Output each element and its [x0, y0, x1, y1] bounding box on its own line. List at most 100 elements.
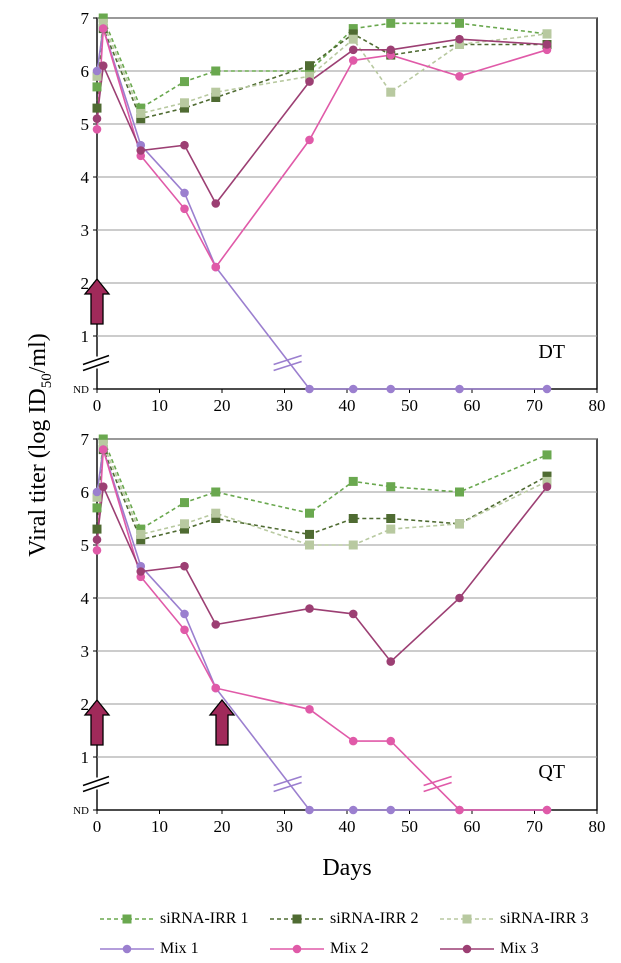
data-point	[386, 657, 396, 666]
data-point	[305, 604, 314, 613]
y-tick-label: 6	[81, 62, 90, 81]
y-tick-label: 4	[81, 168, 90, 187]
legend-swatch	[440, 914, 494, 924]
y-tick-label: 1	[81, 748, 90, 767]
data-point	[136, 108, 146, 118]
x-tick-label: 70	[526, 396, 543, 415]
axis-break-mark	[82, 781, 110, 793]
treatment-arrow-icon	[208, 698, 236, 746]
y-tick-label: 7	[81, 430, 90, 449]
data-point	[386, 736, 396, 746]
data-point	[542, 450, 552, 460]
legend-swatch	[270, 914, 324, 924]
x-tick-label: 40	[339, 817, 356, 836]
data-point	[92, 492, 102, 502]
data-point	[92, 535, 102, 544]
data-point	[98, 24, 108, 33]
series-line	[96, 20, 548, 115]
data-point	[211, 620, 221, 629]
legend-item: Mix 2	[270, 938, 369, 960]
data-point	[348, 736, 358, 746]
data-point	[98, 482, 108, 492]
x-tick-label: 50	[401, 817, 418, 836]
data-point	[542, 471, 552, 481]
y-axis-label-main: Viral titer (log ID	[25, 388, 51, 557]
legend-swatch	[440, 944, 494, 954]
data-point	[542, 476, 552, 486]
data-point	[180, 140, 189, 150]
series-line	[96, 28, 547, 120]
data-point	[136, 567, 146, 576]
data-point	[180, 625, 189, 635]
plot-border	[96, 17, 598, 390]
legend-swatch	[270, 944, 324, 954]
data-point	[348, 24, 358, 34]
data-point	[455, 34, 464, 44]
data-point	[98, 61, 108, 70]
series-line	[96, 28, 547, 390]
data-point	[305, 805, 314, 815]
data-point	[386, 482, 396, 492]
legend-swatch	[100, 914, 154, 924]
axis-break-mark	[82, 775, 110, 787]
y-tick-label: 3	[81, 642, 90, 661]
data-point	[211, 66, 221, 76]
data-point	[211, 199, 221, 208]
data-point	[136, 535, 146, 545]
data-point	[180, 77, 189, 87]
data-point	[136, 103, 146, 113]
series-break-mark	[423, 775, 452, 787]
y-axis-label-tail: /ml)	[25, 333, 51, 373]
data-point	[180, 103, 189, 113]
x-tick-label: 60	[464, 817, 481, 836]
x-tick-label: 30	[276, 396, 293, 415]
data-point	[180, 98, 189, 108]
series-break-mark	[273, 781, 302, 793]
data-point	[348, 45, 358, 55]
data-point	[92, 103, 102, 113]
y-tick-label: 3	[81, 221, 90, 240]
axis-break-mark	[82, 360, 110, 372]
data-point	[136, 524, 146, 534]
series-break-mark	[273, 354, 302, 366]
data-point	[542, 29, 552, 39]
y-tick-label: 2	[81, 274, 90, 293]
series-line	[96, 483, 548, 663]
data-point	[92, 125, 102, 134]
data-point	[542, 384, 552, 394]
x-tick-label: 60	[464, 396, 481, 415]
treatment-arrow-icon	[83, 698, 111, 746]
plot-border	[96, 438, 598, 811]
series-line	[96, 28, 548, 269]
data-point	[98, 18, 108, 28]
data-point	[92, 546, 102, 555]
data-point	[92, 114, 102, 123]
data-point	[305, 61, 314, 71]
x-tick-label: 50	[401, 396, 418, 415]
data-point	[305, 71, 314, 81]
data-point	[98, 434, 108, 444]
data-point	[542, 805, 552, 815]
series-break-mark	[273, 360, 302, 372]
x-tick-label: 80	[589, 396, 606, 415]
data-point	[180, 561, 189, 571]
data-point	[180, 519, 189, 529]
x-tick-label: 20	[214, 817, 231, 836]
data-point	[305, 540, 314, 550]
data-point	[455, 487, 464, 497]
y-tick-label: 4	[81, 589, 90, 608]
data-point	[180, 498, 189, 508]
x-tick-label: 20	[214, 396, 231, 415]
data-point	[98, 445, 108, 454]
data-point	[455, 519, 464, 529]
axis-break-mark	[82, 354, 110, 366]
data-point	[348, 29, 358, 39]
legend-item: Mix 3	[440, 938, 539, 960]
data-point	[386, 524, 396, 534]
data-point	[348, 34, 358, 44]
data-point	[386, 805, 396, 815]
legend-label: siRNA-IRR 3	[500, 910, 589, 927]
